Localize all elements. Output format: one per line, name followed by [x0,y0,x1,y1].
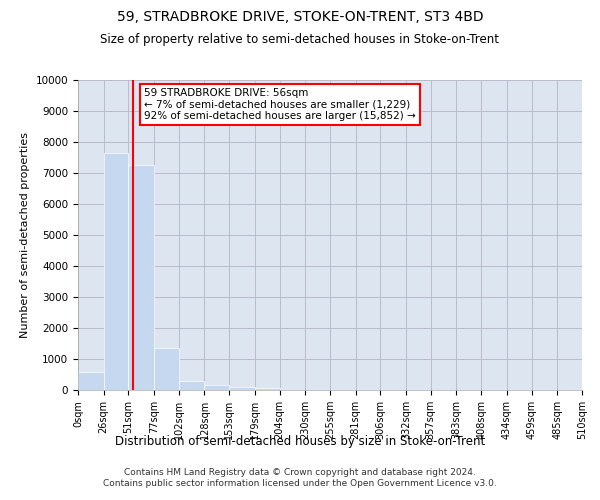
Bar [229,386,255,390]
Bar [128,164,154,390]
Text: 59 STRADBROKE DRIVE: 56sqm
← 7% of semi-detached houses are smaller (1,229)
92% : 59 STRADBROKE DRIVE: 56sqm ← 7% of semi-… [145,88,416,121]
Bar [179,380,205,390]
Bar [104,153,128,390]
Y-axis label: Number of semi-detached properties: Number of semi-detached properties [20,132,30,338]
Bar [78,372,104,390]
Bar [255,388,280,390]
Bar [205,385,229,390]
Bar [154,348,179,390]
Text: Distribution of semi-detached houses by size in Stoke-on-Trent: Distribution of semi-detached houses by … [115,435,485,448]
Text: 59, STRADBROKE DRIVE, STOKE-ON-TRENT, ST3 4BD: 59, STRADBROKE DRIVE, STOKE-ON-TRENT, ST… [116,10,484,24]
Text: Contains HM Land Registry data © Crown copyright and database right 2024.
Contai: Contains HM Land Registry data © Crown c… [103,468,497,487]
Text: Size of property relative to semi-detached houses in Stoke-on-Trent: Size of property relative to semi-detach… [101,32,499,46]
